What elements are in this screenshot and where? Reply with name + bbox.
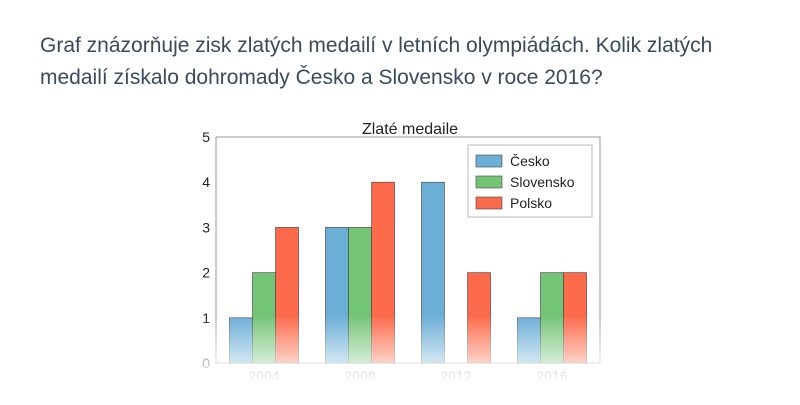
legend-swatch [475,154,503,168]
legend-swatch [475,196,503,210]
chart-container: Zlaté medaile 0123452004200820122016 Čes… [180,110,620,400]
chart-title: Zlaté medaile [362,121,458,138]
legend-label: Slovensko [510,174,575,190]
question-text: Graf znázorňuje zisk zlatých medailí v l… [40,34,713,89]
legend-label: Polsko [510,195,552,211]
y-tick-label: 4 [202,174,210,190]
chart-legend: Česko Slovensko Polsko [467,144,593,218]
legend-swatch [475,175,503,189]
plot-area: 0123452004200820122016 [180,129,620,400]
y-tick-label: 2 [202,265,210,281]
legend-label: Česko [510,153,550,169]
bottom-fade-overlay [180,315,620,400]
y-tick-label: 5 [202,129,210,145]
y-tick-label: 3 [202,219,210,235]
gold-medals-bar-chart: Zlaté medaile 0123452004200820122016 Čes… [180,121,620,400]
